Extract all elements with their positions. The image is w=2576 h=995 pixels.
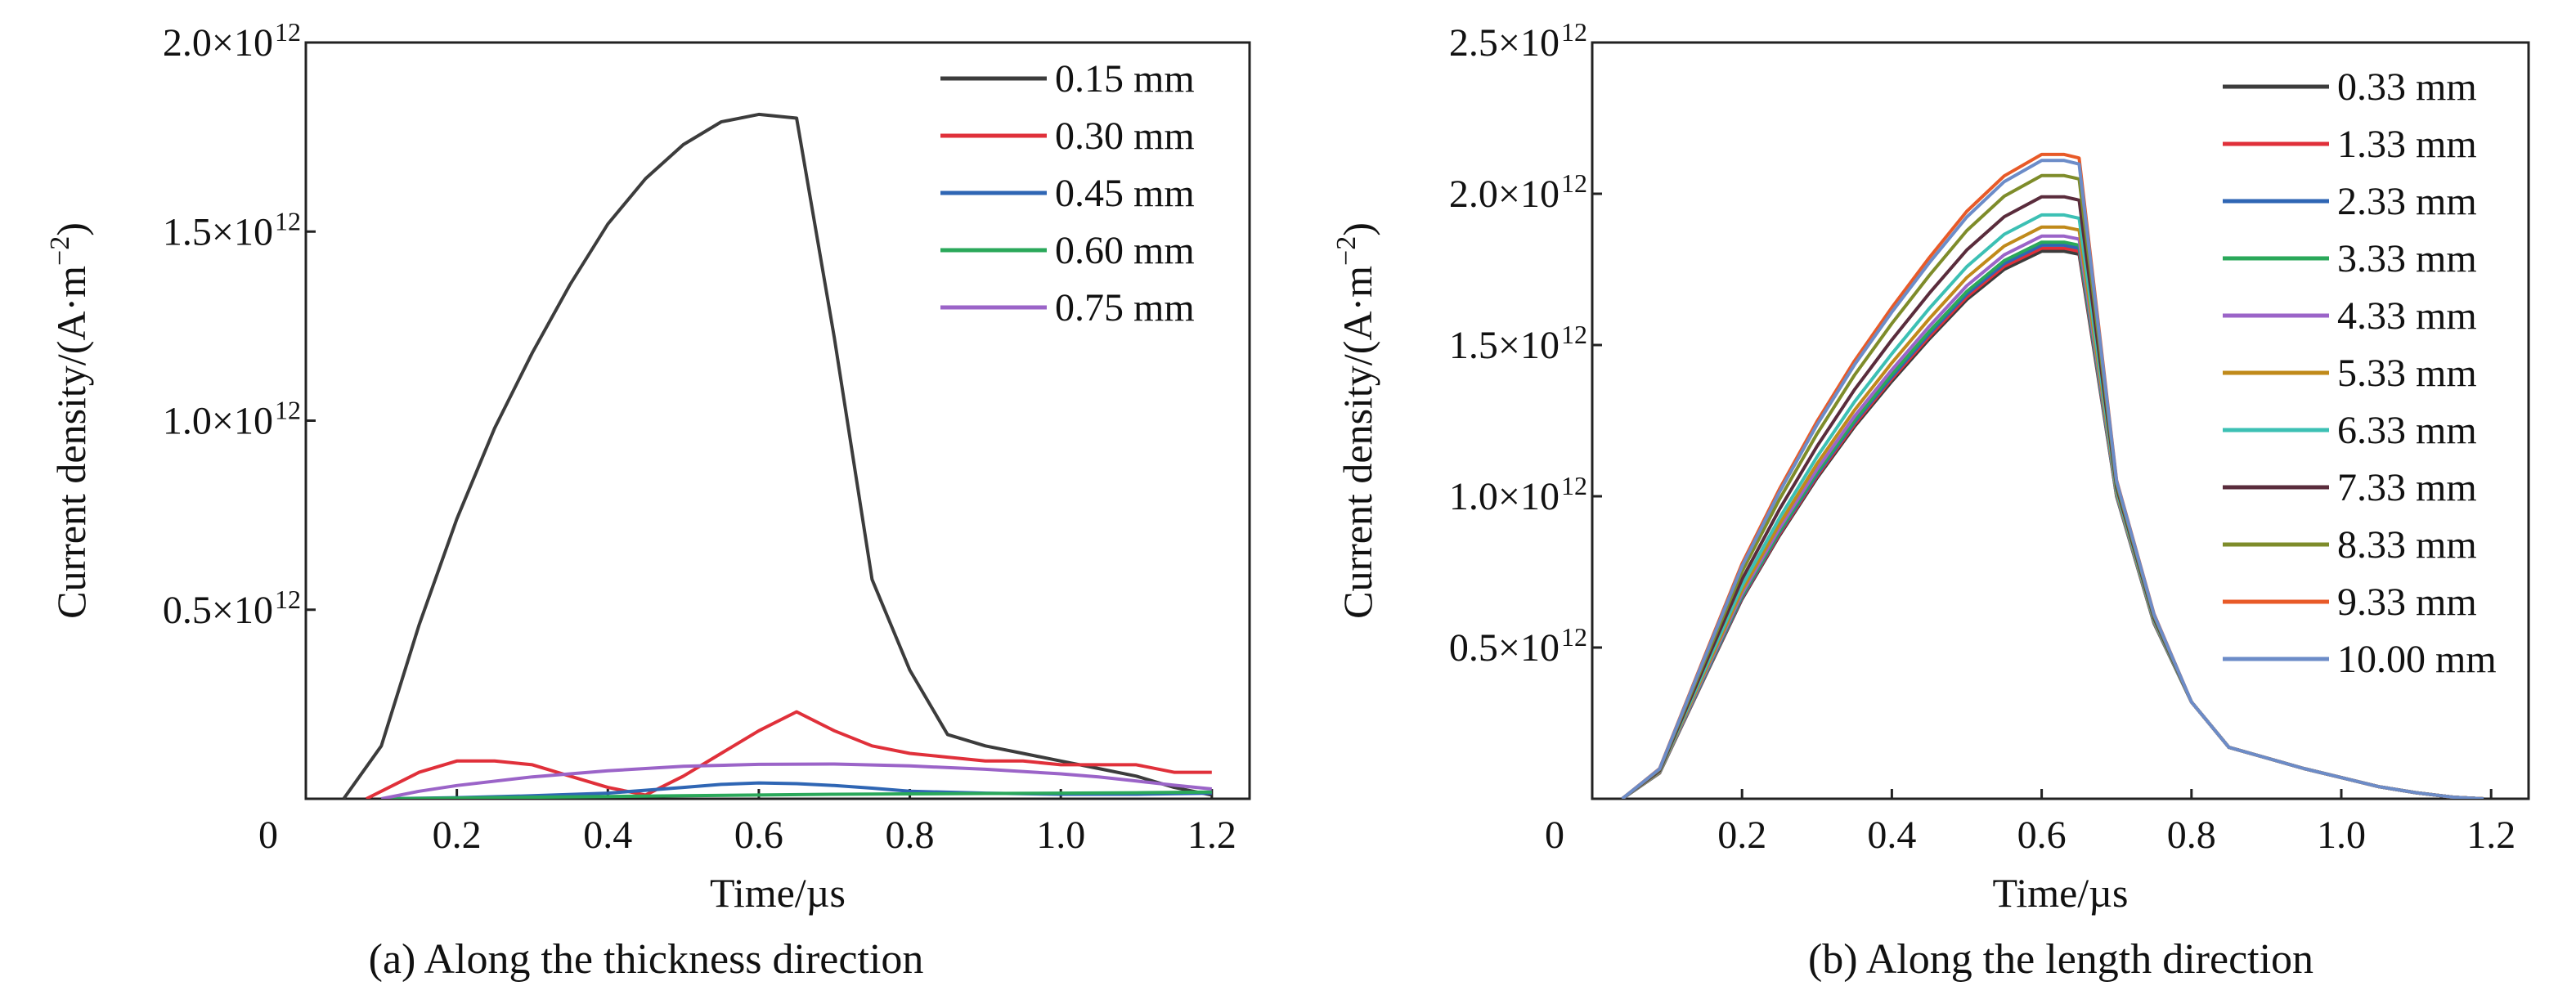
chart-length-direction: 0.2 0.4 0.6 0.8 1.0 1.200.5×10 121.0×10 121.5×1…: [1331, 17, 2530, 983]
x-axis-label: Time/µs: [1993, 870, 2129, 916]
y-tick-exponent: 12: [275, 396, 301, 425]
x-tick-label: 0.4: [583, 813, 632, 857]
legend-label: 0.15 mm: [1055, 57, 1195, 101]
y-tick-exponent: 12: [1561, 320, 1587, 349]
chart-thickness-direction: 0.2 0.4 0.6 0.8 1.0 1.200.5×10 121.0×10 121.5×1…: [45, 17, 1251, 983]
series-group: [1621, 152, 2484, 799]
y-tick-label: 2.5×10: [1449, 21, 1560, 65]
x-tick-label: 0.6: [734, 813, 783, 857]
series-group: [342, 112, 1213, 799]
y-tick-label: 0.5×10: [163, 589, 273, 632]
x-tick-label: 0.2: [1717, 813, 1766, 857]
series-line-0-30-mm: [366, 710, 1212, 799]
legend-label: 1.33 mm: [2337, 123, 2477, 166]
origin-label: 0: [1545, 813, 1564, 857]
x-tick-label: 0.8: [886, 813, 935, 857]
origin-label: 0: [258, 813, 278, 857]
legend-label: 2.33 mm: [2337, 180, 2477, 223]
x-tick-label: 0.2: [433, 813, 482, 857]
y-tick-label: 2.0×10: [163, 21, 273, 65]
y-tick-exponent: 12: [275, 206, 301, 235]
series-line-0-15-mm: [342, 112, 1213, 799]
y-tick-exponent: 12: [275, 17, 301, 47]
legend-label: 0.75 mm: [1055, 286, 1195, 329]
y-tick-label: 2.0×10: [1449, 173, 1560, 216]
legend-label: 4.33 mm: [2337, 294, 2477, 338]
y-tick-label: 0.5×10: [1449, 626, 1560, 670]
x-tick-label: 0.6: [2017, 813, 2067, 857]
y-tick-exponent: 12: [275, 585, 301, 614]
legend-label: 9.33 mm: [2337, 580, 2477, 624]
legend-label: 0.33 mm: [2337, 65, 2477, 109]
legend-label: 5.33 mm: [2337, 352, 2477, 395]
x-tick-label: 1.0: [2317, 813, 2366, 857]
y-tick-exponent: 12: [1561, 17, 1587, 47]
x-tick-label: 1.0: [1036, 813, 1085, 857]
legend-label: 3.33 mm: [2337, 237, 2477, 280]
x-tick-label: 0.8: [2167, 813, 2216, 857]
x-axis-label: Time/µs: [710, 870, 846, 916]
figure-caption: (a) Along the thickness direction: [369, 936, 924, 983]
legend-label: 0.60 mm: [1055, 229, 1195, 272]
legend-label: 8.33 mm: [2337, 523, 2477, 567]
y-tick-label: 1.0×10: [163, 400, 273, 443]
legend-label: 6.33 mm: [2337, 409, 2477, 452]
series-line-0-75-mm: [380, 762, 1212, 799]
x-tick-label: 0.4: [1867, 813, 1916, 857]
figure-caption: (b) Along the length direction: [1808, 936, 2313, 983]
x-tick-label: 1.2: [2466, 813, 2515, 857]
x-tick-label: 1.2: [1187, 813, 1236, 857]
y-tick-exponent: 12: [1561, 471, 1587, 500]
y-tick-label: 1.0×10: [1449, 475, 1560, 518]
legend-label: 0.45 mm: [1055, 172, 1195, 215]
y-axis-label: Current density/(A·m−2): [45, 222, 94, 619]
y-tick-label: 1.5×10: [1449, 324, 1560, 367]
legend-label: 0.30 mm: [1055, 114, 1195, 158]
series-line-0-60-mm: [381, 790, 1212, 799]
legend-label: 7.33 mm: [2337, 466, 2477, 509]
series-line-10-00-mm: [1621, 159, 2484, 799]
y-tick-exponent: 12: [1561, 168, 1587, 198]
plot-frame: [1591, 41, 2530, 800]
legend-label: 10.00 mm: [2337, 638, 2497, 681]
y-axis-label: Current density/(A·m−2): [1331, 222, 1380, 619]
y-tick-label: 1.5×10: [163, 210, 273, 253]
y-tick-exponent: 12: [1561, 622, 1587, 652]
